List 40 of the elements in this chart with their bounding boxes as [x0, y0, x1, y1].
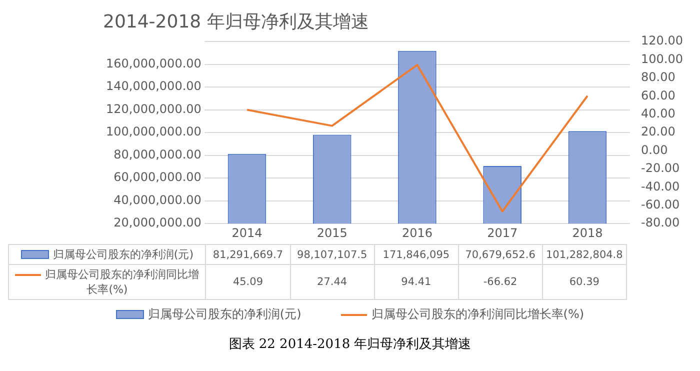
chart-title: 2014-2018 年归母净利及其增速 [103, 11, 369, 32]
y2-tick-label: 40.00 [641, 106, 676, 121]
y2-tick-label: 80.00 [641, 70, 676, 84]
text: 归属母公司股东的净利润(元) [148, 307, 302, 321]
legend-label: 归属母公司股东的净利润(元) [52, 248, 194, 261]
y2-tick-label: -40.00 [641, 179, 680, 194]
text: 归属母公司股东的净利润同比增长率(%) [371, 307, 584, 321]
data-label: 81,291,669.7 [206, 244, 290, 264]
data-label: -66.62 [458, 264, 542, 300]
y2-tick-label: 0.00 [641, 142, 668, 157]
data-label: 98,107,107.5 [290, 244, 374, 264]
y-tick-label: 60,000,000.00 [114, 170, 202, 184]
y-tick-label: 140,000,000.00 [106, 79, 202, 94]
data-label: 171,846,095 [374, 244, 458, 264]
legend-label: 归属母公司股东的净利润同比增长率(%) [45, 268, 200, 296]
data-label: 101,282,804.8 [542, 244, 626, 264]
data-label: 94.41 [374, 264, 458, 300]
y2-tick-label: 60.00 [641, 88, 676, 102]
text: 图表 22 2014-2018 年归母净利及其增速 [228, 336, 472, 353]
y-tick-label: 40,000,000.00 [114, 192, 202, 207]
data-label: 27.44 [290, 264, 374, 300]
data-label: 45.09 [206, 264, 290, 300]
x-tick-label: 2016 [402, 226, 432, 240]
data-label: 60.39 [542, 264, 626, 300]
y-tick-label: 120,000,000.00 [106, 102, 202, 116]
y2-tick-label: -20.00 [641, 161, 680, 176]
x-tick-label: 2014 [232, 226, 262, 240]
y-tick-label: 20,000,000.00 [114, 216, 202, 230]
x-tick-label: 2018 [572, 226, 603, 240]
y2-tick-label: -60.00 [641, 198, 680, 212]
x-tick-label: 2015 [316, 226, 348, 240]
data-label: 70,679,652.6 [458, 244, 542, 264]
y-tick-label: 80,000,000.00 [114, 147, 202, 162]
y2-tick-label: 120.00 [641, 34, 684, 48]
x-tick-label: 2017 [487, 226, 518, 240]
y2-tick-label: 20.00 [641, 124, 676, 139]
y2-tick-label: 100.00 [641, 52, 684, 66]
y2-tick-label: -80.00 [641, 216, 680, 230]
y-tick-label: 100,000,000.00 [106, 124, 202, 139]
y-tick-label: 160,000,000.00 [106, 56, 202, 70]
